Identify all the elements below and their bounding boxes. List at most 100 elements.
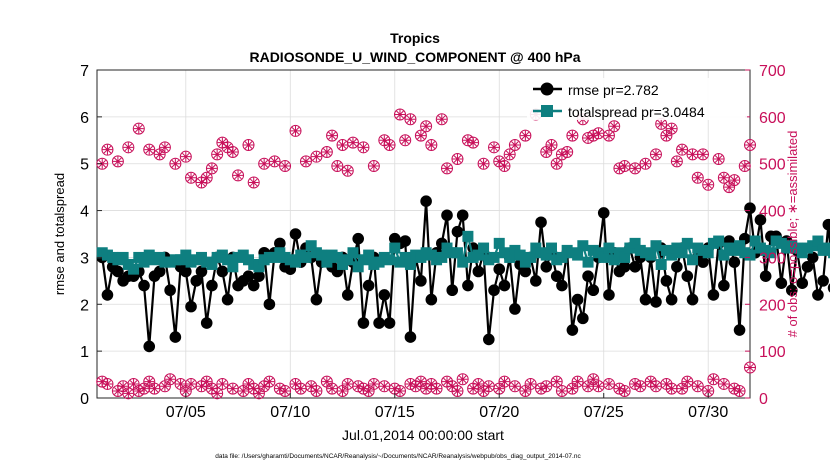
obs-possible-circle (519, 129, 532, 142)
totalspread-point (545, 242, 557, 254)
obs-assimilated-star (431, 383, 442, 394)
totalspread-point (645, 249, 657, 261)
totalspread-point (603, 242, 615, 254)
obs-assimilated-star (133, 123, 144, 134)
totalspread-point (117, 251, 129, 263)
rmse-point (597, 207, 610, 219)
obs-count-marker (629, 162, 642, 175)
obs-assimilated-star (264, 376, 275, 387)
obs-assimilated-star (212, 149, 223, 160)
totalspread-point (629, 237, 641, 249)
rmse-point (582, 270, 594, 282)
obs-possible-circle (508, 138, 521, 151)
obs-assimilated-star (238, 385, 249, 396)
obs-count-marker (738, 160, 751, 173)
obs-assimilated-star (222, 142, 233, 153)
obs-assimilated-star (186, 378, 197, 389)
totalspread-point (713, 235, 725, 247)
obs-assimilated-star (504, 149, 515, 160)
obs-possible-circle (132, 122, 145, 135)
rmse-point (733, 324, 746, 336)
totalspread-point (347, 247, 359, 259)
right-tick-label: 400 (759, 204, 786, 221)
obs-count-marker (331, 160, 344, 173)
obs-possible-circle (179, 150, 192, 163)
obs-count-marker (226, 146, 239, 158)
obs-assimilated-star (556, 385, 567, 396)
obs-count-marker (676, 143, 689, 156)
obs-assimilated-star (603, 378, 614, 389)
obs-count-marker (592, 127, 605, 140)
obs-assimilated-star (729, 175, 740, 186)
obs-assimilated-star (724, 182, 735, 193)
obs-count-marker (237, 384, 250, 397)
legend-spread-marker (541, 105, 553, 117)
obs-count-marker (571, 375, 584, 388)
obs-assimilated-star (196, 177, 207, 188)
rmse-point (571, 293, 584, 306)
obs-possible-circle (185, 171, 198, 184)
obs-count-marker (498, 160, 511, 173)
obs-assimilated-star (468, 137, 479, 148)
obs-possible-circle (451, 384, 464, 397)
obs-assimilated-star (321, 376, 332, 387)
obs-assimilated-star (280, 385, 291, 396)
obs-assimilated-star (415, 130, 426, 141)
obs-possible-circle (289, 124, 302, 137)
obs-assimilated-star (405, 114, 416, 125)
obs-assimilated-star (567, 383, 578, 394)
obs-possible-circle (279, 160, 292, 173)
totalspread-point (389, 242, 401, 254)
obs-count-marker (158, 141, 171, 154)
obs-assimilated-star (572, 376, 583, 387)
rmse-point (456, 209, 469, 222)
obs-assimilated-star (186, 172, 197, 183)
obs-count-marker (138, 382, 151, 395)
obs-count-marker (200, 171, 213, 184)
obs-count-marker (717, 377, 730, 390)
rmse-point (744, 202, 756, 215)
rmse-point (650, 296, 662, 308)
obs-count-marker (179, 150, 192, 163)
rmse-point (686, 293, 699, 306)
obs-possible-circle (101, 143, 114, 156)
obs-possible-circle (279, 384, 292, 397)
obs-possible-circle (393, 108, 406, 121)
obs-assimilated-star (368, 161, 379, 172)
obs-possible-circle (310, 150, 323, 163)
rmse-point (362, 279, 375, 292)
obs-count-marker (744, 138, 756, 151)
obs-assimilated-star (217, 378, 228, 389)
obs-count-marker (618, 160, 631, 173)
totalspread-point (253, 261, 265, 273)
obs-assimilated-star (718, 378, 729, 389)
totalspread-point (514, 249, 526, 261)
rmse-point (451, 225, 464, 238)
obs-assimilated-star (342, 165, 353, 176)
y-axis-label-right: # of obs: o=possible; ∗=assimilated (785, 131, 800, 338)
obs-count-marker (294, 382, 307, 395)
obs-possible-circle (205, 162, 218, 175)
obs-assimilated-star (541, 147, 552, 157)
obs-count-marker (399, 134, 412, 147)
obs-assimilated-star (666, 123, 677, 134)
rmse-point (169, 331, 182, 343)
obs-count-marker (728, 174, 741, 187)
obs-count-marker (545, 138, 558, 151)
obs-count-marker (441, 162, 454, 175)
obs-assimilated-star (159, 142, 170, 153)
obs-assimilated-star (682, 376, 693, 387)
obs-assimilated-star (703, 385, 714, 396)
obs-count-marker (143, 375, 156, 388)
obs-assimilated-star (290, 378, 301, 389)
obs-assimilated-star (447, 381, 458, 392)
obs-count-marker (660, 129, 673, 142)
obs-assimilated-star (457, 374, 468, 385)
obs-count-series (96, 108, 756, 400)
obs-assimilated-star (421, 121, 432, 132)
totalspread-point (812, 235, 824, 247)
obs-count-marker (232, 169, 245, 182)
obs-possible-circle (158, 141, 171, 154)
totalspread-point (598, 251, 610, 263)
